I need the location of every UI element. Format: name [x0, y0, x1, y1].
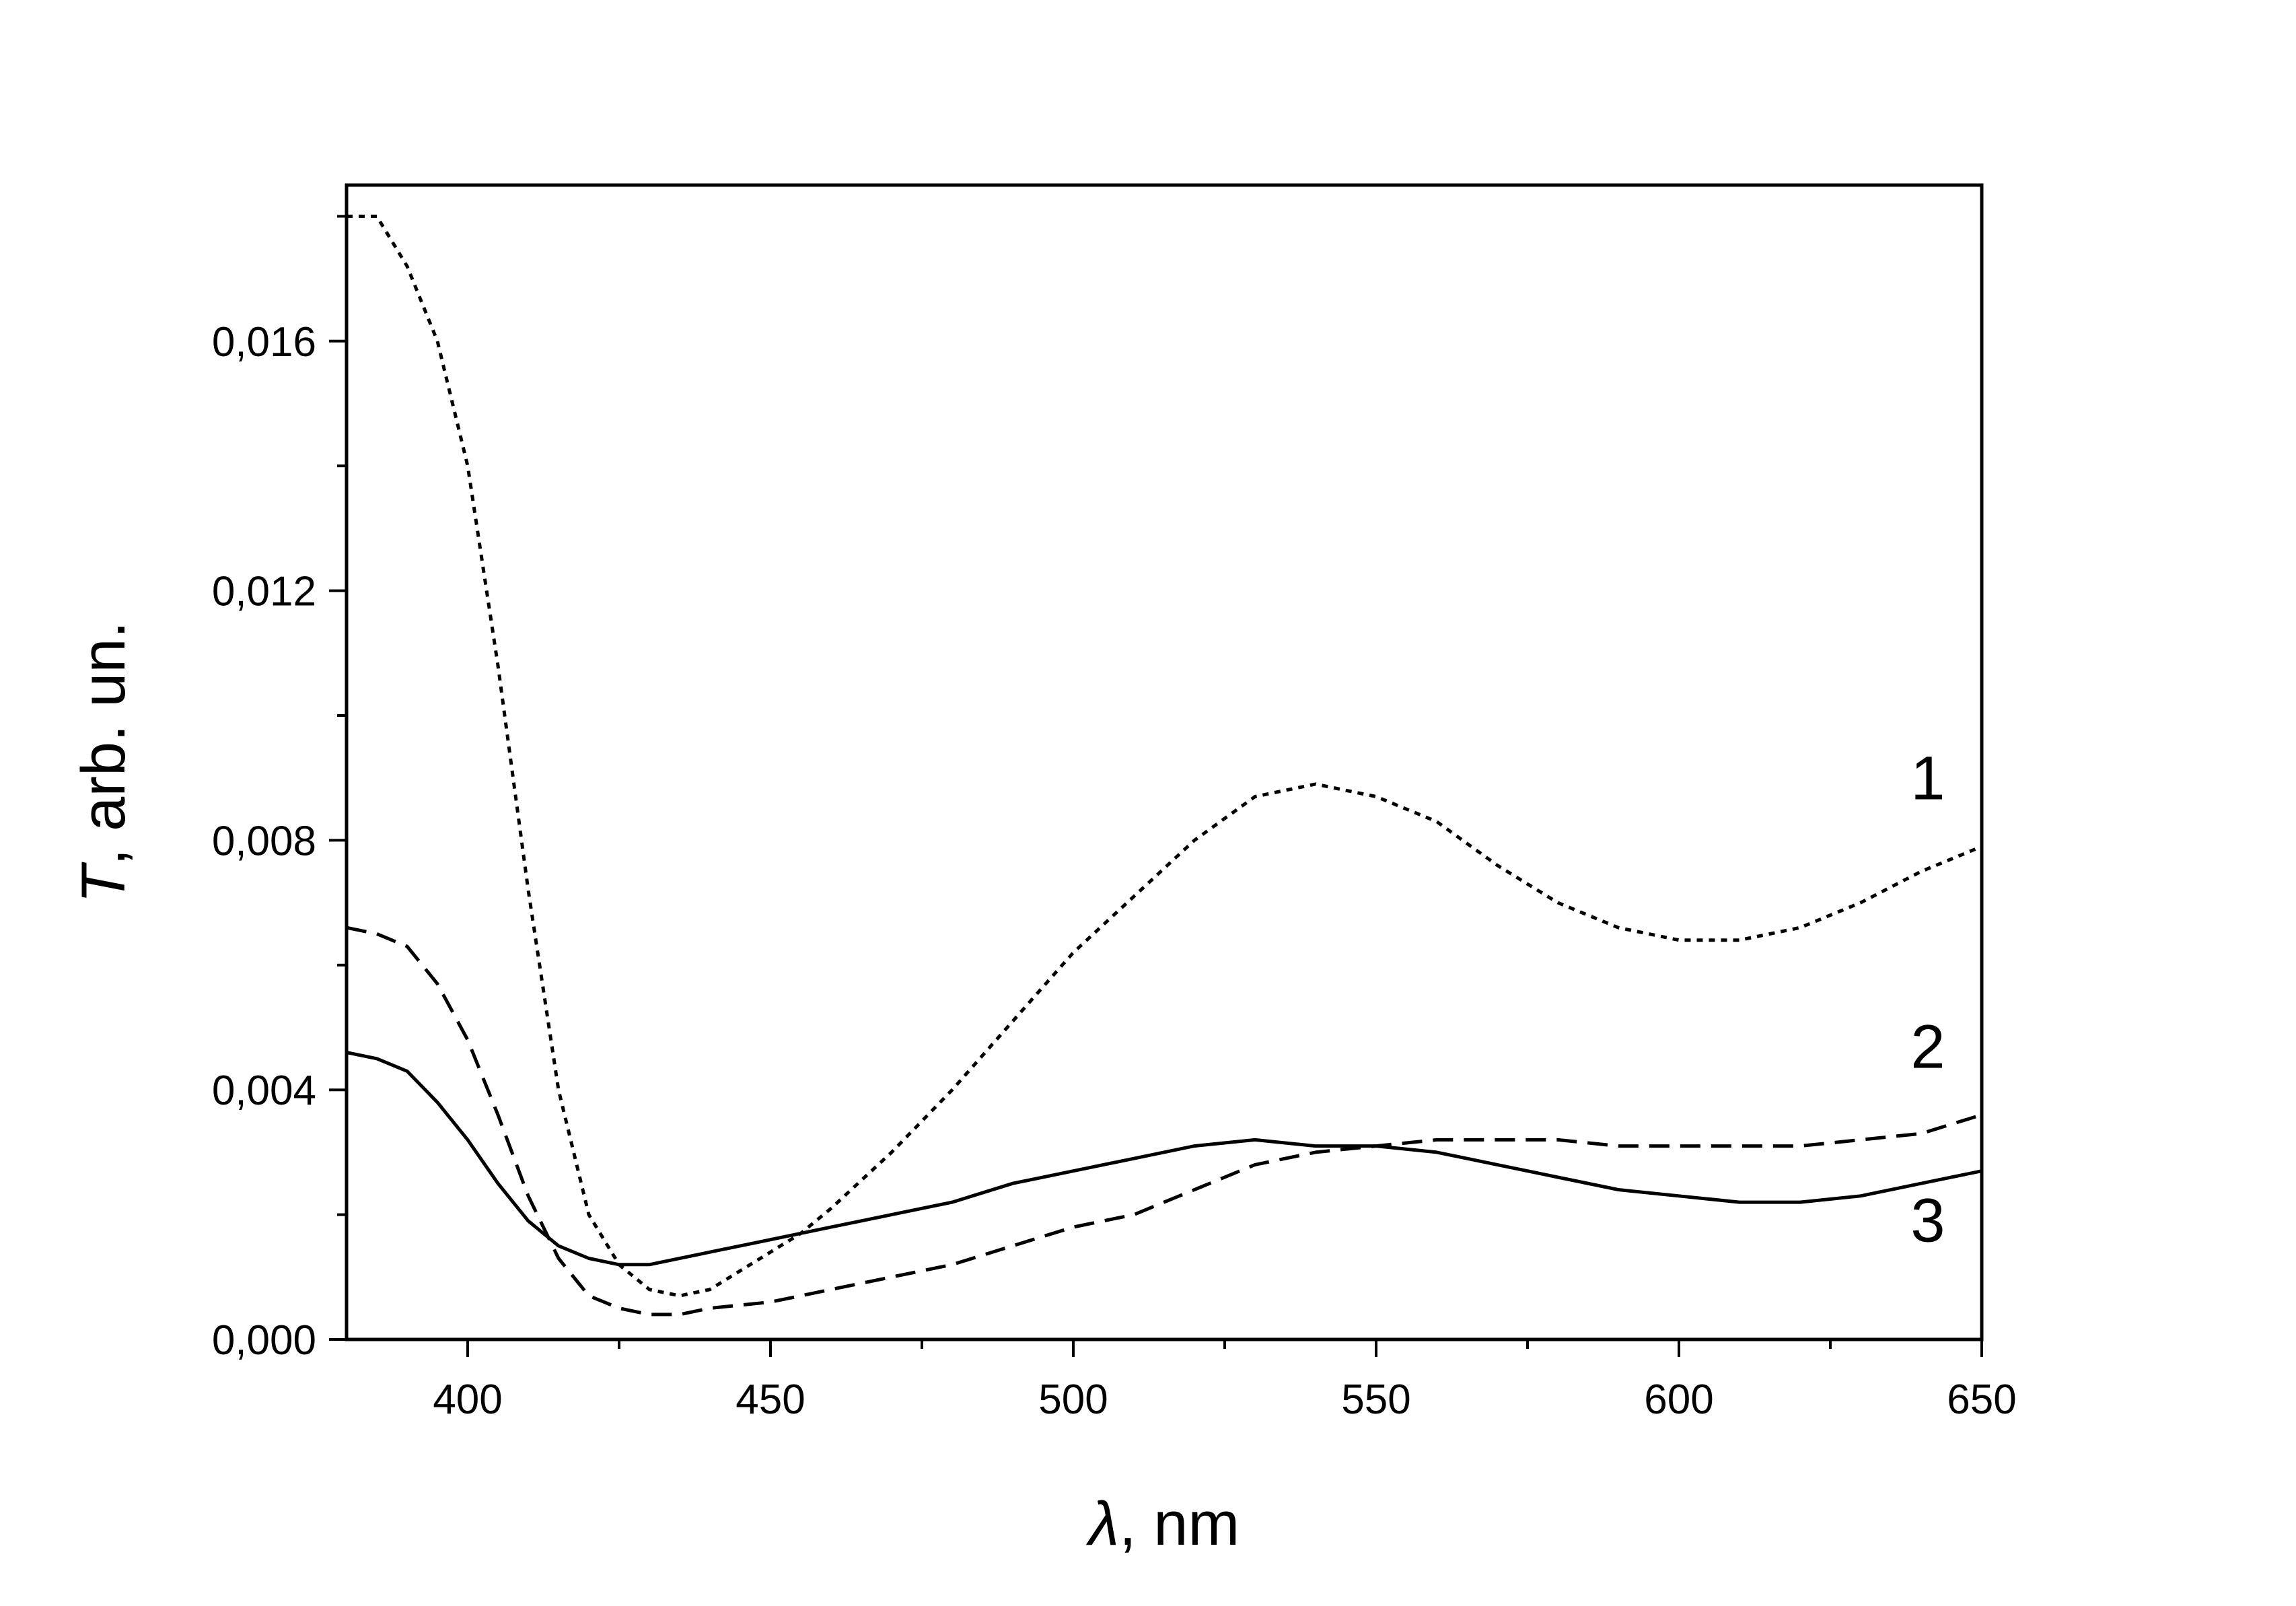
- series-3-line: [346, 1051, 1982, 1267]
- y-tick-label: 0,000: [212, 1317, 316, 1364]
- axis-ticks: [329, 215, 1983, 1357]
- y-tick-label: 0,016: [212, 319, 316, 365]
- series-1-label: 1: [1910, 744, 1945, 813]
- series-2-line: [346, 926, 1982, 1317]
- x-axis-title: λ, nm: [1085, 1490, 1240, 1558]
- y-tick-label: 0,012: [212, 569, 316, 615]
- x-tick-label: 500: [1038, 1376, 1108, 1423]
- y-axis-unit: , arb. un.: [69, 621, 138, 866]
- series-3-label: 3: [1910, 1187, 1945, 1255]
- y-tick-label: 0,004: [212, 1068, 316, 1114]
- series-lines: [346, 214, 1982, 1317]
- x-tick-label: 400: [433, 1376, 502, 1423]
- plot-frame: [345, 183, 1984, 1341]
- x-tick-label: 450: [736, 1376, 805, 1423]
- x-tick-label: 600: [1644, 1376, 1713, 1423]
- series-labels: 1 2 3: [1910, 744, 1945, 1255]
- y-tick-label: 0,008: [212, 818, 316, 864]
- x-tick-label: 550: [1341, 1376, 1410, 1423]
- series-1-line: [347, 214, 1982, 1298]
- y-axis-symbol: T: [69, 862, 138, 903]
- x-axis-symbol: λ: [1085, 1490, 1119, 1558]
- tick-labels: 400 450 500 550 600 650 0,000 0,004 0,008 0,012 0,…: [212, 319, 2017, 1423]
- series-2-label: 2: [1910, 1012, 1945, 1081]
- x-tick-label: 650: [1947, 1376, 2016, 1423]
- y-axis-title: T, arb. un.: [69, 621, 138, 903]
- x-axis-unit: , nm: [1119, 1490, 1240, 1558]
